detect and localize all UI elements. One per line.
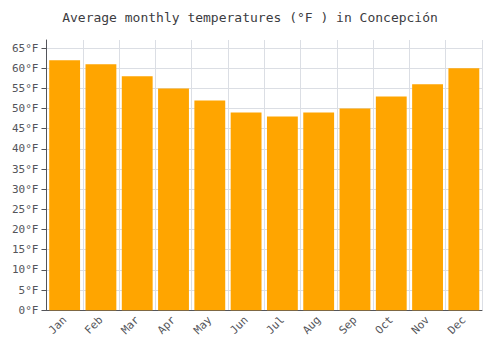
svg-text:55°F: 55°F [12, 82, 39, 95]
svg-text:65°F: 65°F [12, 42, 39, 55]
svg-text:20°F: 20°F [12, 223, 39, 236]
svg-text:Feb: Feb [82, 314, 105, 337]
svg-text:Sep: Sep [336, 314, 359, 337]
svg-text:60°F: 60°F [12, 62, 39, 75]
svg-text:50°F: 50°F [12, 102, 39, 115]
svg-text:45°F: 45°F [12, 122, 39, 135]
svg-text:Aug: Aug [300, 314, 323, 337]
svg-text:30°F: 30°F [12, 183, 39, 196]
svg-text:Nov: Nov [409, 313, 432, 336]
svg-text:40°F: 40°F [12, 142, 39, 155]
svg-text:Average monthly temperatures (: Average monthly temperatures (°F ) in Co… [62, 10, 438, 25]
svg-text:May: May [191, 313, 214, 336]
svg-text:15°F: 15°F [12, 243, 39, 256]
svg-text:25°F: 25°F [12, 203, 39, 216]
svg-text:10°F: 10°F [12, 263, 39, 276]
svg-text:Apr: Apr [155, 313, 178, 336]
svg-text:5°F: 5°F [19, 284, 39, 297]
svg-text:Jan: Jan [46, 314, 69, 337]
svg-text:Jul: Jul [264, 314, 287, 337]
svg-text:Dec: Dec [445, 314, 468, 337]
svg-text:Jun: Jun [227, 314, 250, 337]
svg-text:Oct: Oct [373, 314, 396, 337]
svg-text:35°F: 35°F [12, 163, 39, 176]
svg-text:Mar: Mar [119, 313, 142, 336]
svg-text:0°F: 0°F [19, 304, 39, 317]
